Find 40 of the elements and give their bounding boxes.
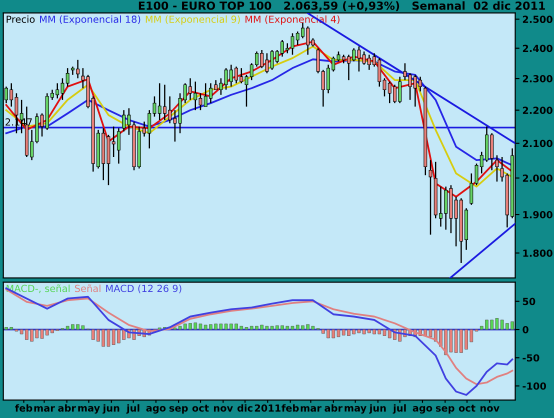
y-tick-label: 1.800 bbox=[523, 250, 552, 257]
series-label: MACD (12 26 9) bbox=[106, 284, 182, 294]
x-tick-label: 2011 bbox=[254, 404, 281, 412]
y-tick-label: 0 bbox=[522, 326, 528, 334]
y-tick-label: 2.000 bbox=[522, 174, 552, 182]
y-tick-label: 2.200 bbox=[522, 106, 552, 114]
x-tick-label: mar bbox=[300, 406, 322, 412]
x-tick-label: jun bbox=[102, 404, 120, 414]
x-tick-label: dic bbox=[237, 404, 252, 412]
y-tick-label: 2.100 bbox=[522, 140, 552, 148]
x-tick-label: ago bbox=[412, 406, 432, 414]
chart-title: E100 - EURO TOP 100 2.063,59 (+0,93%) Semanal 02 dic 2011 bbox=[138, 1, 545, 12]
x-tick-label: sep bbox=[169, 406, 188, 414]
y-tick-label: 2.500 bbox=[522, 16, 552, 24]
x-tick-label: oct bbox=[192, 404, 209, 412]
x-tick-label: may bbox=[78, 406, 100, 414]
series-label: Señal bbox=[74, 284, 100, 292]
y-tick-label: -50 bbox=[522, 354, 540, 362]
x-tick-label: jul bbox=[126, 404, 140, 414]
y-tick-label: 50 bbox=[522, 298, 536, 306]
x-tick-label: jun bbox=[369, 404, 386, 414]
x-tick-label: ago bbox=[146, 406, 166, 414]
x-tick-label: nov bbox=[214, 406, 233, 412]
text: MM (Exponencial 18) bbox=[40, 15, 140, 25]
x-tick-label: may bbox=[344, 406, 366, 414]
text: MM (Exponencial 9) bbox=[146, 15, 240, 25]
x-tick-label: oct bbox=[458, 404, 476, 412]
y-tick-label: 2.400 bbox=[522, 44, 552, 52]
y-tick-label: -100 bbox=[522, 382, 546, 390]
y-tick-label: 1.900 bbox=[523, 211, 552, 218]
x-tick-label: feb bbox=[15, 404, 32, 412]
text: Precio bbox=[6, 15, 35, 23]
x-tick-label: feb bbox=[282, 404, 299, 412]
x-tick-label: mar bbox=[34, 406, 55, 412]
x-tick-label: abr bbox=[324, 404, 343, 412]
x-tick-label: sep bbox=[436, 406, 454, 414]
x-tick-label: nov bbox=[480, 406, 500, 412]
x-tick-label: jul bbox=[392, 404, 406, 414]
x-tick-label: abr bbox=[58, 404, 76, 412]
y-tick-label: 2.300 bbox=[522, 75, 552, 82]
